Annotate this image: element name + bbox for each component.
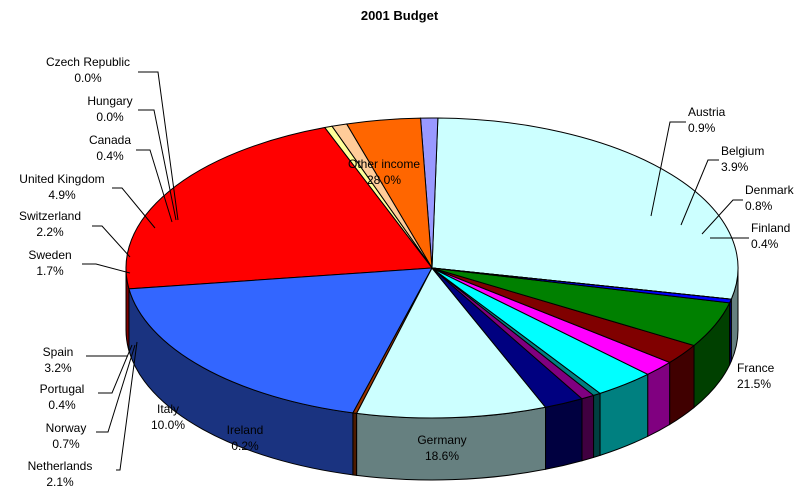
pie-side-canada bbox=[729, 298, 732, 366]
leader-line-sweden bbox=[82, 263, 131, 274]
pie-side-ireland bbox=[352, 412, 358, 476]
slice-label-denmark: Denmark bbox=[745, 183, 795, 197]
pie-side-norway bbox=[581, 394, 595, 462]
leader-line-united-kingdom bbox=[112, 187, 156, 229]
slice-label-other-income: Other income bbox=[348, 157, 420, 171]
pie-sides bbox=[125, 267, 739, 481]
slice-label-switzerland: Switzerland bbox=[19, 209, 81, 223]
leader-line-belgium bbox=[680, 159, 719, 226]
slice-value-ireland: 0.2% bbox=[231, 439, 259, 453]
pie-slice-italy bbox=[355, 267, 547, 419]
slice-label-spain: Spain bbox=[43, 345, 74, 359]
slice-label-hungary: Hungary bbox=[87, 94, 132, 108]
slice-value-united-kingdom: 4.9% bbox=[48, 188, 76, 202]
pie-slice-france bbox=[125, 126, 433, 290]
leader-line-austria bbox=[650, 121, 686, 217]
slice-label-italy: Italy bbox=[157, 402, 179, 416]
slice-label-canada: Canada bbox=[89, 133, 131, 147]
slice-label-germany: Germany bbox=[417, 433, 466, 447]
leader-line-switzerland bbox=[92, 225, 131, 258]
leader-lines bbox=[82, 71, 749, 471]
slice-label-ireland: Ireland bbox=[227, 423, 264, 437]
slice-value-canada: 0.4% bbox=[96, 149, 124, 163]
pie-slice-germany bbox=[128, 267, 433, 414]
slice-value-spain: 3.2% bbox=[44, 361, 72, 375]
leader-line-portugal bbox=[98, 344, 133, 394]
slice-value-portugal: 0.4% bbox=[48, 398, 76, 412]
slice-value-france: 21.5% bbox=[737, 377, 771, 391]
slice-value-norway: 0.7% bbox=[52, 437, 80, 451]
slice-value-switzerland: 2.2% bbox=[36, 225, 64, 239]
chart-title: 2001 Budget bbox=[360, 8, 439, 23]
slice-value-other-income: 28.0% bbox=[367, 173, 401, 187]
slice-label-united-kingdom: United Kingdom bbox=[19, 172, 104, 186]
slice-label-finland: Finland bbox=[751, 221, 790, 235]
slice-label-belgium: Belgium bbox=[721, 144, 764, 158]
slice-label-norway: Norway bbox=[46, 421, 87, 435]
slice-value-netherlands: 2.1% bbox=[46, 475, 74, 488]
slice-label-netherlands: Netherlands bbox=[28, 459, 93, 473]
slice-value-sweden: 1.7% bbox=[36, 264, 64, 278]
slice-value-italy: 10.0% bbox=[151, 418, 185, 432]
slice-value-finland: 0.4% bbox=[751, 237, 779, 251]
slice-label-france: France bbox=[737, 361, 775, 375]
slice-label-portugal: Portugal bbox=[40, 382, 85, 396]
slice-label-austria: Austria bbox=[688, 105, 726, 119]
leader-line-norway bbox=[96, 344, 136, 433]
pie-slice-other-income bbox=[431, 117, 739, 300]
slice-value-austria: 0.9% bbox=[688, 121, 716, 135]
pie-side-sweden bbox=[647, 361, 671, 438]
leader-line-czech-republic bbox=[138, 71, 179, 221]
pie-slice-czech-republic bbox=[431, 267, 732, 300]
pie-side-netherlands bbox=[545, 398, 583, 470]
slice-value-denmark: 0.8% bbox=[745, 199, 773, 213]
slice-value-hungary: 0.0% bbox=[96, 110, 124, 124]
leader-line-hungary bbox=[138, 109, 177, 221]
slice-label-czech-republic: Czech Republic bbox=[46, 55, 130, 69]
slice-label-sweden: Sweden bbox=[28, 248, 71, 262]
slice-value-czech-republic: 0.0% bbox=[74, 71, 102, 85]
leader-line-denmark bbox=[701, 199, 743, 235]
pie-side-portugal bbox=[593, 392, 601, 459]
slice-labels: Other income 28.0% Austria 0.9% Belgium 3.9% D… bbox=[19, 55, 795, 489]
slice-value-germany: 18.6% bbox=[425, 449, 459, 463]
leader-line-canada bbox=[136, 149, 173, 223]
leader-line-netherlands bbox=[116, 341, 138, 471]
pie-top bbox=[125, 117, 739, 419]
slice-value-belgium: 3.9% bbox=[721, 160, 749, 174]
